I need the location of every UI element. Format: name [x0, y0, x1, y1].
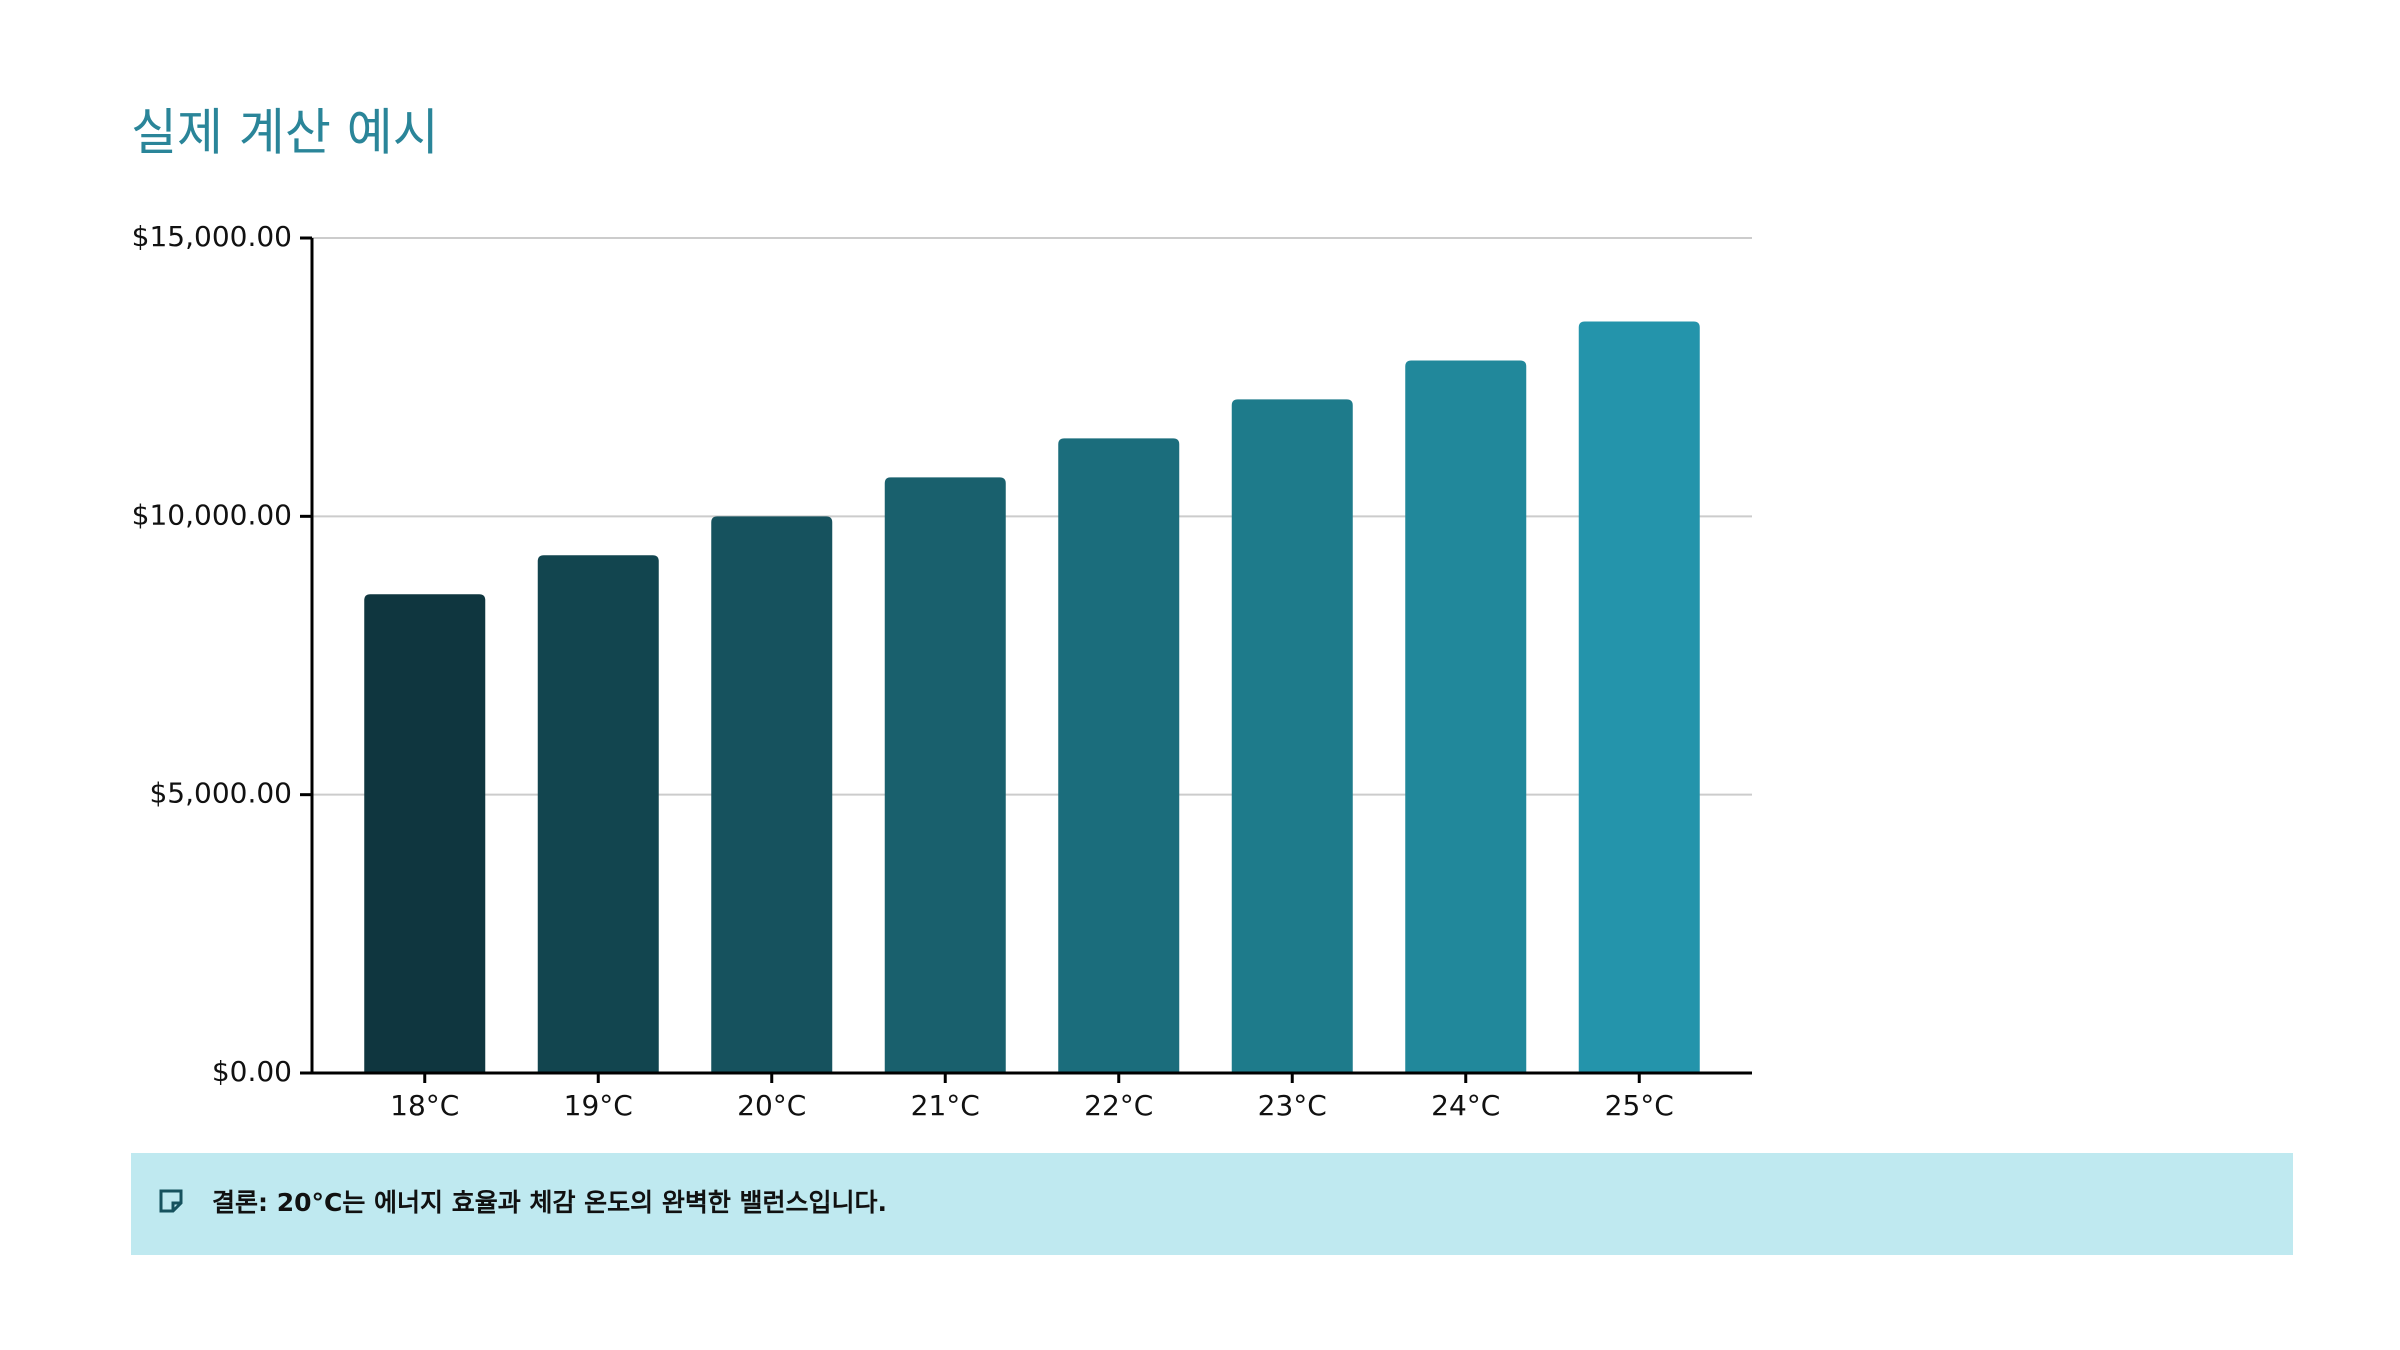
y-tick-label: $5,000.00: [149, 777, 292, 810]
bar: [884, 477, 1006, 1073]
bar: [1578, 321, 1700, 1073]
bar: [364, 594, 486, 1073]
x-tick-label: 21°C: [911, 1089, 980, 1122]
y-tick-label: $15,000.00: [132, 220, 292, 253]
note-icon: [159, 1189, 183, 1213]
bar: [1058, 438, 1180, 1073]
note-text: 결론: 20°C는 에너지 효율과 체감 온도의 완벽한 밸런스입니다.: [212, 1188, 887, 1217]
note-box: [131, 1153, 2293, 1255]
bar: [1405, 360, 1527, 1073]
x-tick-label: 22°C: [1084, 1089, 1153, 1122]
x-tick-label: 20°C: [737, 1089, 806, 1122]
chart-title: 실제 계산 예시: [131, 104, 439, 162]
x-tick-label: 19°C: [564, 1089, 633, 1122]
bar: [537, 555, 659, 1073]
bar: [1231, 399, 1353, 1073]
x-tick-label: 18°C: [390, 1089, 459, 1122]
x-tick-label: 24°C: [1431, 1089, 1500, 1122]
x-tick-label: 23°C: [1258, 1089, 1327, 1122]
x-tick-label: 25°C: [1605, 1089, 1674, 1122]
bar: [711, 516, 833, 1073]
y-tick-label: $10,000.00: [132, 498, 292, 531]
y-tick-label: $0.00: [212, 1055, 292, 1088]
